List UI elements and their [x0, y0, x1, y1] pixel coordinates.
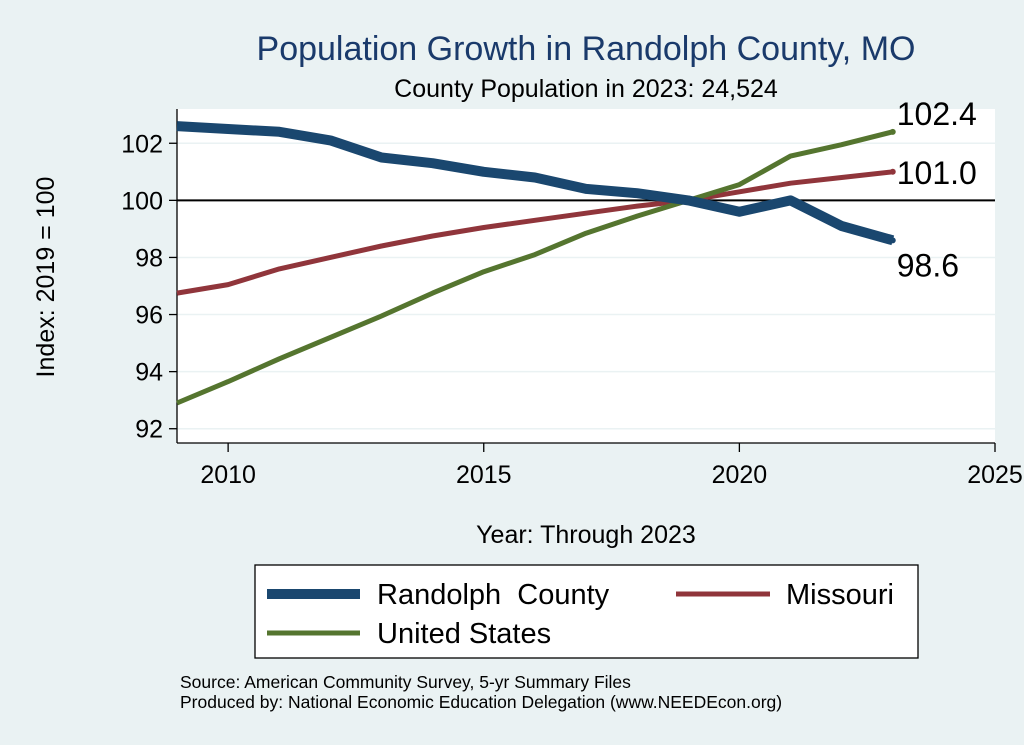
y-tick-label-98: 98	[135, 244, 163, 272]
x-axis: 2010 2015 2020 2025	[177, 442, 1023, 489]
x-tick-label-2010: 2010	[200, 461, 256, 489]
chart-subtitle: County Population in 2023: 24,524	[394, 75, 778, 103]
y-axis: 92 94 96 98 100 102	[121, 109, 178, 444]
series-end-point-2	[889, 128, 896, 135]
source-note: Source: American Community Survey, 5-yr …	[180, 672, 631, 692]
plot-area	[177, 109, 995, 443]
y-tick-label-94: 94	[135, 359, 163, 387]
series-line-missouri	[176, 169, 894, 296]
legend-label-randolph: Randolph County	[377, 579, 610, 611]
x-axis-title: Year: Through 2023	[476, 521, 696, 549]
series-end-point-0	[889, 237, 896, 244]
y-tick-label-92: 92	[135, 416, 163, 444]
y-axis-title: Index: 2019 = 100	[32, 177, 60, 378]
x-tick-label-2015: 2015	[456, 461, 512, 489]
series-end-point-1	[889, 168, 896, 175]
series-line-randolph-county	[176, 121, 895, 246]
end-labels: 98.6 101.0 102.4	[897, 96, 977, 283]
x-tick-label-2025: 2025	[967, 461, 1023, 489]
x-tick-label-2020: 2020	[712, 461, 768, 489]
legend-label-us: United States	[377, 618, 551, 650]
producer-note: Produced by: National Economic Education…	[180, 692, 782, 712]
series-lines	[176, 121, 896, 406]
series-line-united-states	[176, 129, 894, 406]
end-label-0: 98.6	[897, 247, 959, 283]
legend-label-missouri: Missouri	[786, 579, 894, 611]
y-tick-label-102: 102	[121, 130, 163, 158]
y-tick-label-100: 100	[121, 187, 163, 215]
end-label-1: 101.0	[897, 155, 977, 191]
legend-box	[254, 564, 919, 659]
y-tick-label-96: 96	[135, 302, 163, 330]
chart-title: Population Growth in Randolph County, MO	[257, 30, 916, 68]
end-label-2: 102.4	[897, 96, 977, 132]
legend: Randolph County Missouri United States	[254, 564, 919, 659]
